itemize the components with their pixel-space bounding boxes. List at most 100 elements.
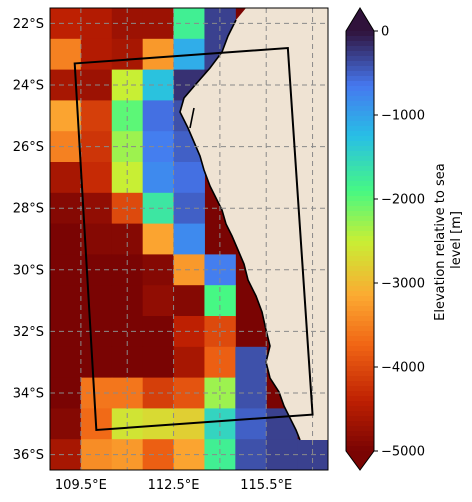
colorbar-segment	[346, 356, 374, 362]
colorbar-segment	[346, 376, 374, 382]
colorbar-segment	[346, 31, 374, 37]
colorbar-segment	[346, 321, 374, 327]
colorbar-segment	[346, 41, 374, 47]
colorbar-segment	[346, 226, 374, 232]
colorbar-tick-label: −2000	[381, 193, 425, 208]
colorbar-segment	[346, 276, 374, 282]
grid-cell	[173, 285, 205, 317]
colorbar-segment	[346, 101, 374, 107]
colorbar-segment	[346, 446, 374, 452]
grid-cell	[80, 346, 113, 379]
grid-cell	[80, 100, 113, 132]
grid-cell	[112, 470, 143, 501]
colorbar-tick-label: −1000	[381, 109, 425, 124]
grid-cell	[204, 470, 235, 501]
colorbar-segment	[346, 161, 374, 167]
colorbar-segment	[346, 51, 374, 57]
grid-cell	[80, 162, 113, 194]
grid-cell	[50, 38, 82, 71]
map-frame	[49, 7, 329, 471]
grid-cell	[142, 285, 175, 317]
map-panel: 22°S 24°S 26°S 28°S 30°S 32°S 34°S 36°S 109.5°E…	[13, 7, 329, 501]
latitude-label: 24°S	[13, 79, 44, 94]
grid-cell	[50, 346, 82, 379]
longitude-axis: 109.5°E 112.5°E 115.5°E	[55, 478, 292, 493]
colorbar-segment	[346, 181, 374, 187]
colorbar-segment	[346, 171, 374, 177]
grid-cell	[80, 285, 113, 317]
colorbar-segment	[346, 191, 374, 197]
colorbar-extend-bottom	[346, 451, 374, 470]
latitude-label: 28°S	[13, 202, 44, 217]
longitude-label: 112.5°E	[148, 478, 200, 493]
grid-cell	[142, 223, 175, 255]
grid-cell	[50, 8, 82, 40]
colorbar-tick-label: −3000	[381, 277, 425, 292]
colorbar-tick-label: 0	[381, 25, 389, 40]
grid-cell	[142, 162, 175, 194]
colorbar-segment	[346, 121, 374, 127]
colorbar-segment	[346, 156, 374, 162]
australia-landmass	[180, 8, 328, 440]
colorbar-segment	[346, 281, 374, 287]
latitude-label: 34°S	[13, 387, 44, 402]
colorbar-segment	[346, 286, 374, 292]
latitude-label: 26°S	[13, 140, 44, 155]
grid-cell	[142, 38, 175, 71]
colorbar-segment	[346, 371, 374, 377]
colorbar-segment	[346, 411, 374, 417]
grid-cell	[173, 223, 205, 255]
grid-cell	[50, 192, 82, 225]
colorbar-segment	[346, 196, 374, 202]
colorbar-segment	[346, 396, 374, 402]
latitude-axis: 22°S 24°S 26°S 28°S 30°S 32°S 34°S 36°S	[13, 17, 44, 463]
colorbar-segment	[346, 256, 374, 262]
colorbar-segment	[346, 96, 374, 102]
colorbar-segment	[346, 206, 374, 212]
grid-cell	[50, 131, 82, 163]
colorbar-segment	[346, 271, 374, 277]
longitude-label: 115.5°E	[240, 478, 292, 493]
colorbar-segment	[346, 331, 374, 337]
grid-cell	[50, 377, 82, 409]
grid-cell	[235, 408, 267, 440]
colorbar-segment	[346, 141, 374, 147]
colorbar-segment	[346, 251, 374, 257]
island-outline	[189, 107, 195, 129]
colorbar-segment	[346, 391, 374, 397]
colorbar-segment	[346, 166, 374, 172]
latitude-label: 36°S	[13, 448, 44, 463]
colorbar-segment	[346, 441, 374, 447]
colorbar-segment	[346, 81, 374, 87]
colorbar-segment	[346, 406, 374, 412]
colorbar-segment	[346, 296, 374, 302]
land-layer	[180, 8, 328, 440]
colorbar-segment	[346, 221, 374, 227]
latitude-label: 22°S	[13, 17, 44, 32]
grid-cell	[173, 162, 205, 194]
colorbar-segment	[346, 266, 374, 272]
colorbar-segment	[346, 131, 374, 137]
colorbar-segment	[346, 61, 374, 67]
colorbar-segment	[346, 301, 374, 307]
colorbar-segment	[346, 311, 374, 317]
colorbar-segment	[346, 261, 374, 267]
grid-cell	[50, 316, 82, 348]
colorbar-segment	[346, 416, 374, 422]
colorbar-ticks: 0 −1000 −2000 −3000 −4000 −5000	[374, 25, 425, 460]
colorbar-segment	[346, 231, 374, 237]
colorbar-segment	[346, 421, 374, 427]
colorbar-segment	[346, 366, 374, 372]
colorbar-segment	[346, 306, 374, 312]
grid-cell	[50, 162, 82, 194]
colorbar-segment	[346, 201, 374, 207]
longitude-label: 109.5°E	[55, 478, 107, 493]
grid-cell	[50, 439, 82, 470]
colorbar-segment	[346, 241, 374, 247]
colorbar-segment	[346, 186, 374, 192]
latitude-label: 30°S	[13, 263, 44, 278]
grid-cell	[235, 346, 267, 379]
grid-cell	[142, 346, 175, 379]
colorbar-label-line2: level [m]	[449, 211, 464, 269]
